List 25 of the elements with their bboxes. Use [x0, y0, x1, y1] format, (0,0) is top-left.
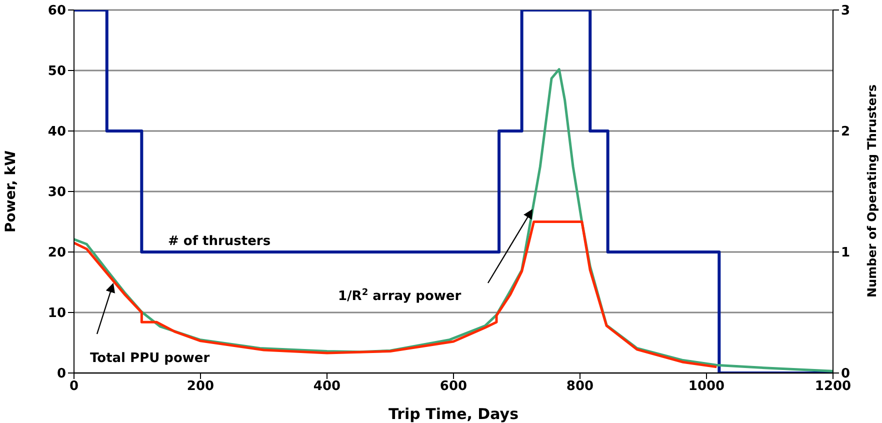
text: 1/R$^{2}$ array power — [338, 288, 462, 304]
y-tick-label: 20 — [48, 246, 66, 261]
series-label: Total PPU power — [90, 351, 210, 366]
y2-tick-label: 2 — [841, 124, 850, 140]
y2-tick-label: 1 — [841, 246, 850, 261]
y-tick-label: 40 — [48, 124, 66, 140]
y-tick-label: 60 — [48, 4, 66, 19]
x-tick-label: 800 — [566, 379, 594, 394]
series-label: # of thrusters — [168, 234, 271, 249]
x-axis-title: Trip Time, Days — [388, 405, 519, 423]
x-tick-label: 600 — [440, 379, 468, 394]
x-tick-label: 400 — [313, 379, 341, 394]
x-tick-label: 200 — [186, 379, 214, 394]
y2-tick-label: 0 — [841, 366, 850, 382]
x-tick-label: 1000 — [688, 379, 725, 394]
y2-tick-label: 3 — [841, 4, 850, 19]
x-tick-label: 0 — [69, 379, 79, 394]
y-tick-label: 30 — [48, 185, 66, 200]
y2-axis-title: Number of Operating Thrusters — [865, 84, 879, 298]
y-tick-label: 0 — [56, 366, 66, 382]
x-tick-label: 1200 — [814, 379, 852, 394]
y-axis-title: Power, kW — [2, 150, 19, 233]
line-series — [74, 220, 718, 368]
y-tick-label: 50 — [48, 64, 66, 80]
y-tick-label: 10 — [48, 306, 66, 322]
